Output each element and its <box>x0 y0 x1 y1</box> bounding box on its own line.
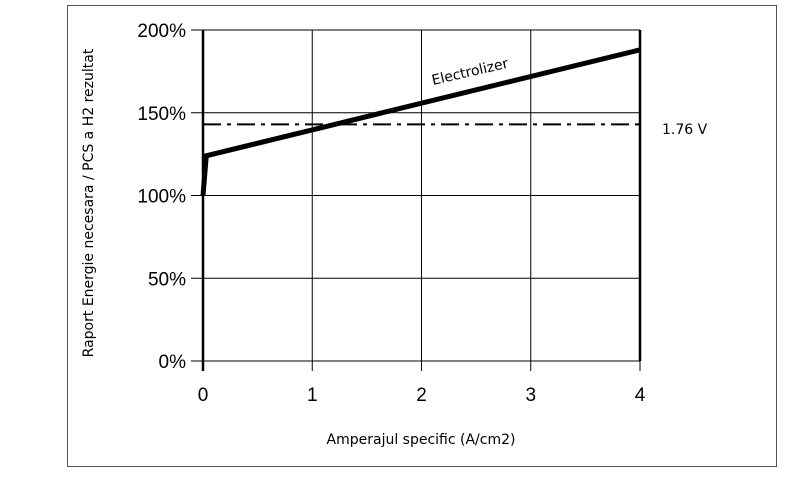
y-tick-label: 100% <box>137 187 186 208</box>
x-tick-label: 2 <box>416 385 427 406</box>
series-line-electrolizer <box>200 47 641 196</box>
x-tick-label: 4 <box>635 385 646 406</box>
x-tick-label: 3 <box>525 385 536 406</box>
x-tick-label: 0 <box>198 385 209 406</box>
x-axis-label: Amperajul specific (A/cm2) <box>327 432 516 448</box>
y-tick-label: 50% <box>148 269 186 290</box>
y-tick-label: 200% <box>137 21 186 42</box>
y-tick-label: 0% <box>159 352 187 373</box>
chart-frame <box>67 5 777 467</box>
x-tick-label: 1 <box>307 385 318 406</box>
y-axis-label: Raport Energie necesara / PCS a H2 rezul… <box>81 48 97 357</box>
series-label-1-76v: 1.76 V <box>662 122 708 138</box>
y-tick-label: 150% <box>137 104 186 125</box>
